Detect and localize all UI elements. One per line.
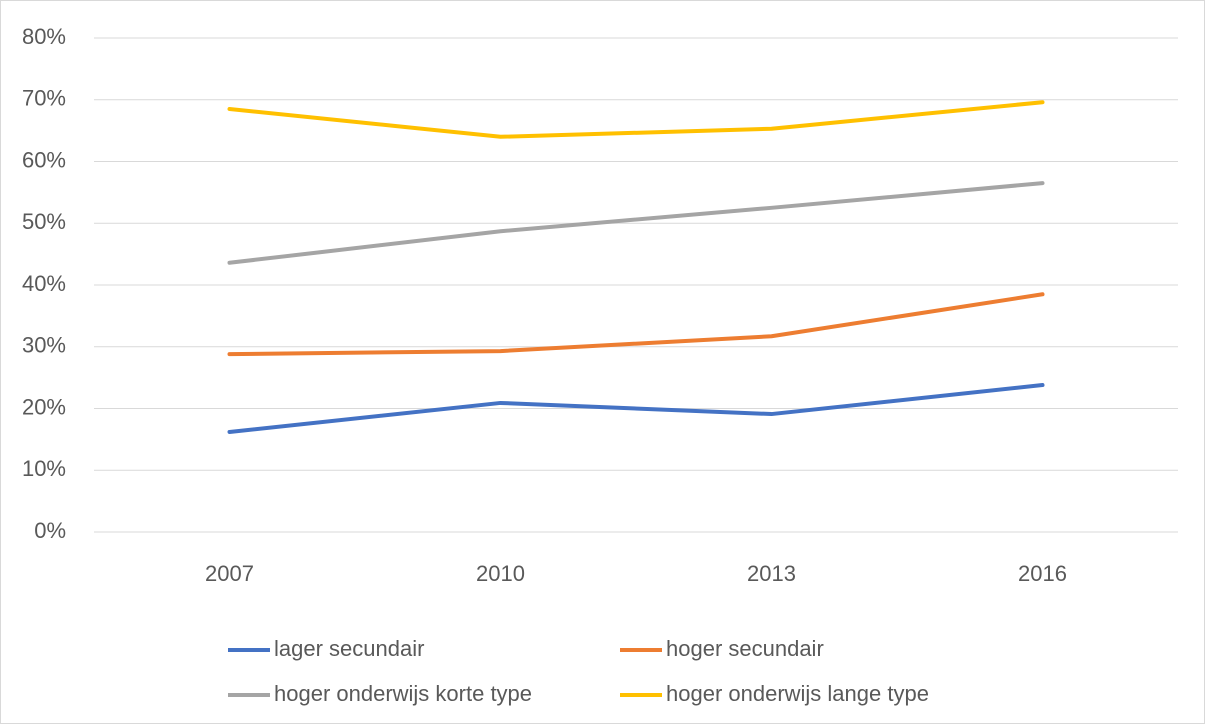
y-tick-label: 0%	[34, 518, 66, 543]
y-tick-label: 70%	[22, 86, 66, 111]
x-tick-label: 2016	[1018, 561, 1067, 586]
y-tick-label: 20%	[22, 394, 66, 419]
series-line	[227, 181, 1045, 265]
y-tick-label: 40%	[22, 271, 66, 296]
y-tick-label: 80%	[22, 24, 66, 49]
y-tick-label: 30%	[22, 333, 66, 358]
legend-label: lager secundair	[274, 636, 424, 661]
x-tick-label: 2007	[205, 561, 254, 586]
series-line	[227, 100, 1045, 139]
y-tick-label: 10%	[22, 456, 66, 481]
series-line	[227, 383, 1045, 434]
legend-label: hoger onderwijs korte type	[274, 681, 532, 706]
legend-label: hoger onderwijs lange type	[666, 681, 929, 706]
x-tick-label: 2013	[747, 561, 796, 586]
y-tick-label: 60%	[22, 147, 66, 172]
legend-label: hoger secundair	[666, 636, 824, 661]
x-tick-label: 2010	[476, 561, 525, 586]
series-line	[227, 292, 1045, 357]
y-tick-label: 50%	[22, 209, 66, 234]
